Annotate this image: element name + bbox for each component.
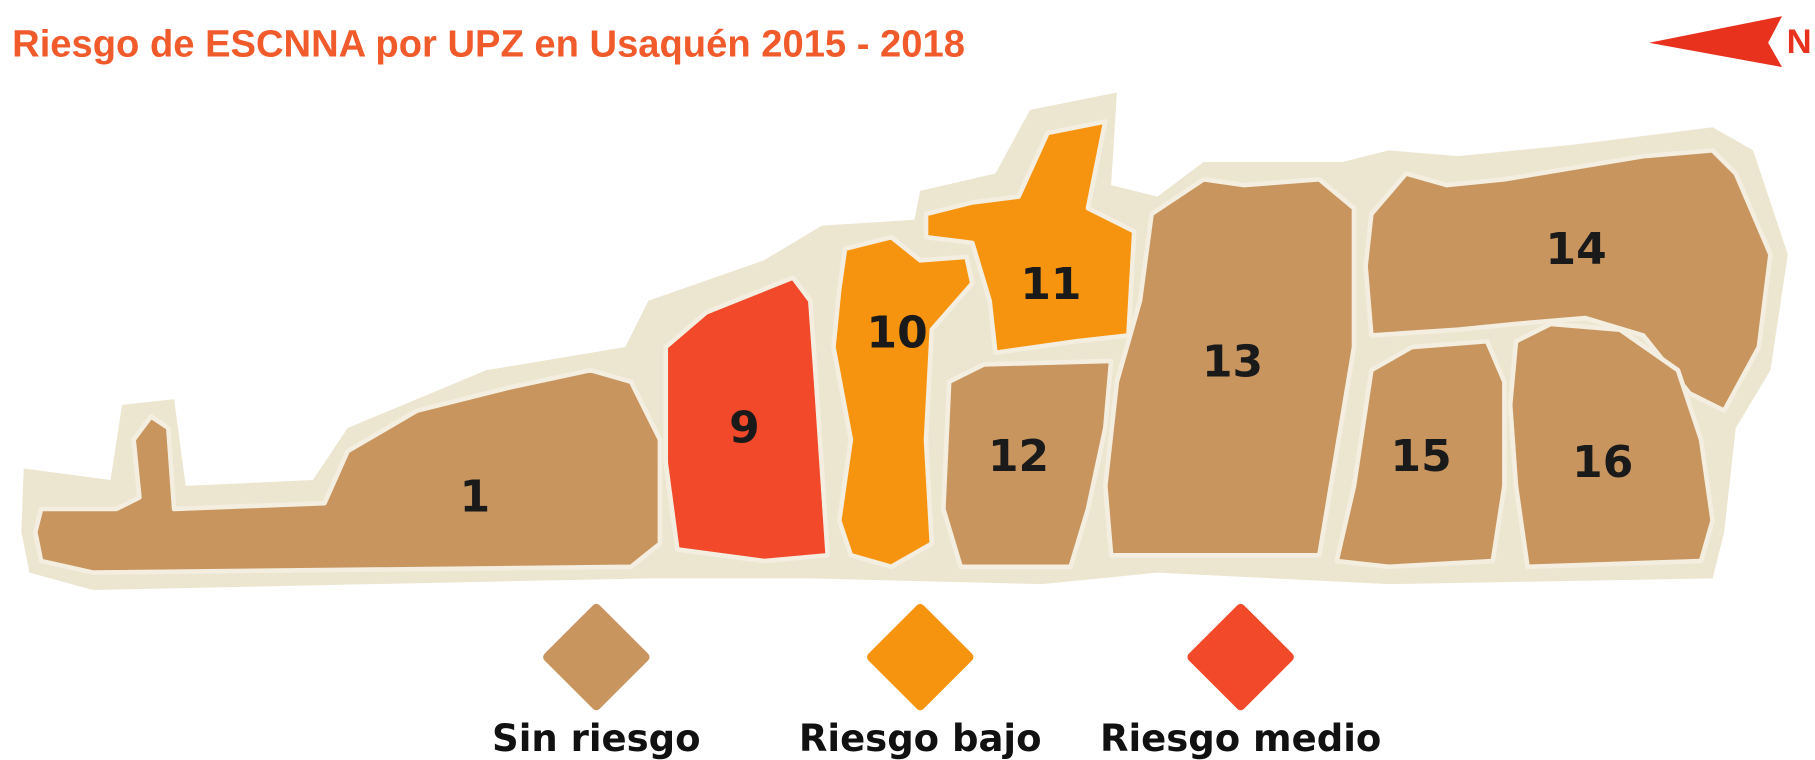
region xyxy=(1334,338,1507,570)
region xyxy=(1102,176,1357,558)
region xyxy=(1507,321,1715,570)
region-label: 12 xyxy=(988,431,1049,482)
region-label: 11 xyxy=(1020,259,1081,310)
region xyxy=(1363,148,1773,413)
region-label: 10 xyxy=(867,307,928,358)
region-label: 9 xyxy=(729,402,760,453)
region xyxy=(941,358,1114,570)
region-label: 1 xyxy=(460,472,491,523)
region-label: 13 xyxy=(1202,336,1263,387)
legend-label: Riesgo bajo xyxy=(799,717,1042,760)
legend-swatch xyxy=(543,603,650,711)
region-label: 16 xyxy=(1572,437,1633,488)
region xyxy=(923,119,1137,356)
legend-label: Sin riesgo xyxy=(492,717,701,760)
region-label: 15 xyxy=(1391,431,1452,482)
north-arrow xyxy=(1648,16,1783,68)
map-title: Riesgo de ESCNNA por UPZ en Usaquén 2015… xyxy=(12,22,965,65)
north-label: N xyxy=(1787,23,1812,61)
region xyxy=(663,275,830,564)
region xyxy=(32,367,663,575)
legend-swatch xyxy=(1187,603,1294,711)
region xyxy=(831,234,975,570)
legend-swatch xyxy=(867,603,974,711)
region-label: 14 xyxy=(1546,224,1607,275)
legend-label: Riesgo medio xyxy=(1100,717,1381,760)
